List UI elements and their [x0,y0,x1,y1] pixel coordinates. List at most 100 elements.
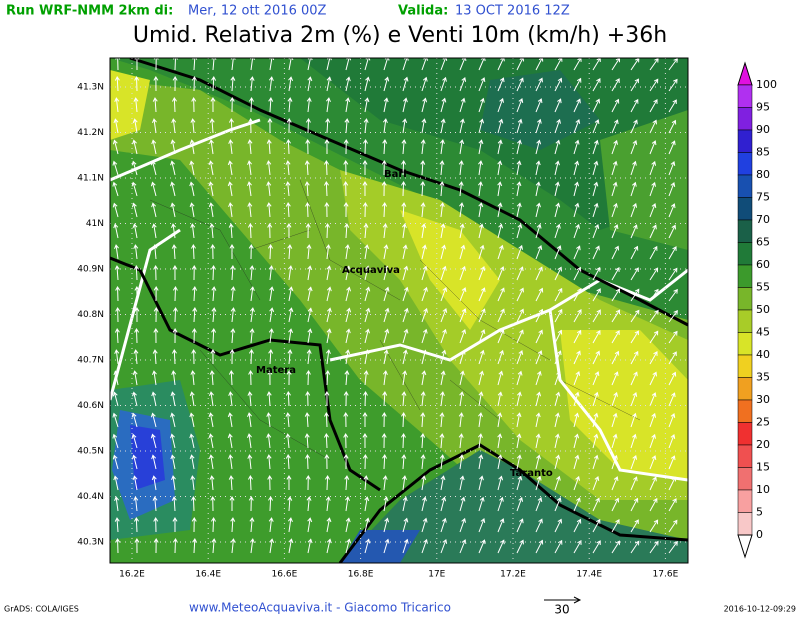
wind-arrow [324,391,330,407]
wind-arrow [131,433,138,449]
wind-arrow [364,307,371,323]
wind-arrow [649,455,657,470]
wind-arrow [573,350,581,365]
wind-arrow [209,370,215,386]
wind-arrow [439,454,445,470]
wind-arrow [133,265,139,281]
wind-arrow [343,202,349,218]
wind-arrow [439,433,445,449]
wind-arrow [516,454,522,470]
wind-arrow [649,330,659,344]
wind-arrow [131,412,138,428]
colorbar-swatch [737,399,753,423]
wind-arrow [668,224,676,239]
wind-arrow [324,202,330,218]
wind-arrow [573,370,581,386]
wind-arrow [344,223,350,239]
wind-arrow [478,58,486,71]
wind-arrow [304,181,310,197]
wind-arrow [208,412,214,428]
wind-arrow [649,476,657,491]
wind-arrow [630,371,638,386]
wind-arrow [668,288,678,302]
wind-arrow [630,350,639,365]
wind-arrow [345,286,352,302]
wind-arrow [554,412,560,428]
wind-arrow [151,139,157,155]
wind-arrow [611,371,619,386]
wind-arrow [228,391,234,407]
wind-arrow [535,391,542,407]
wind-arrow [114,244,119,260]
wind-arrow [285,433,291,449]
wind-arrow [230,538,236,554]
wind-arrow [247,160,252,176]
wind-arrow [497,77,505,92]
wind-arrow [230,328,236,344]
wind-arrow [497,118,504,134]
wind-arrow [210,517,216,533]
wind-arrow [362,454,368,470]
wind-arrow [554,98,562,113]
wind-arrow [288,328,294,344]
wind-arrow [649,99,658,113]
field-blue-core [130,425,165,490]
wind-arrow [305,454,311,470]
lat-label: 40.6N [77,401,104,411]
wind-arrow [209,475,215,491]
run-date: Mer, 12 ott 2016 00Z [188,4,327,19]
wind-arrow [535,245,543,260]
wind-arrow [382,454,388,470]
colorbar-label: 40 [756,348,770,361]
wind-arrow [131,202,138,218]
wind-arrow [478,160,483,176]
wind-arrow [592,139,599,155]
wind-arrow [649,78,659,92]
wind-arrow [343,391,349,407]
wind-arrow [112,412,119,428]
wind-arrow [383,349,389,365]
wind-arrow [305,475,311,491]
wind-arrow [554,433,560,449]
wind-arrow [554,370,561,386]
wind-arrow [191,97,197,113]
wind-arrow [209,223,215,239]
wind-arrow [362,202,368,218]
wind-arrow [153,265,159,281]
wind-arrow [227,433,233,449]
wind-arrow [286,475,292,491]
colorbar-swatch [737,264,753,288]
wind-arrow [516,412,522,428]
wind-arrow [306,244,312,260]
wind-arrow [211,286,217,302]
wind-arrow [421,286,428,302]
wind-arrow [573,266,582,281]
wind-arrow [230,517,236,533]
wind-arrow [630,98,639,113]
wind-arrow [630,181,637,197]
wind-arrow [554,77,563,92]
wind-arrow [440,308,448,323]
wind-arrow [345,328,351,344]
wind-arrow [573,245,581,260]
wind-arrow [248,496,254,512]
wind-arrow [189,433,195,449]
wind-arrow [573,518,582,533]
place-label: Taranto [510,468,553,479]
wind-arrow [440,475,446,491]
wind-arrow [535,412,541,428]
wind-arrow [401,160,407,176]
wind-arrow [268,517,274,533]
wind-arrow [249,307,255,323]
wind-arrow [383,517,390,533]
wind-arrow [554,160,560,176]
wind-arrow [516,349,524,365]
wind-arrow [497,181,503,197]
colorbar-swatch [737,332,753,356]
wind-arrow [189,139,195,155]
wind-arrow [211,76,217,92]
wind-arrow [421,118,427,134]
wind-arrow [172,328,178,344]
wind-arrow [497,518,505,533]
